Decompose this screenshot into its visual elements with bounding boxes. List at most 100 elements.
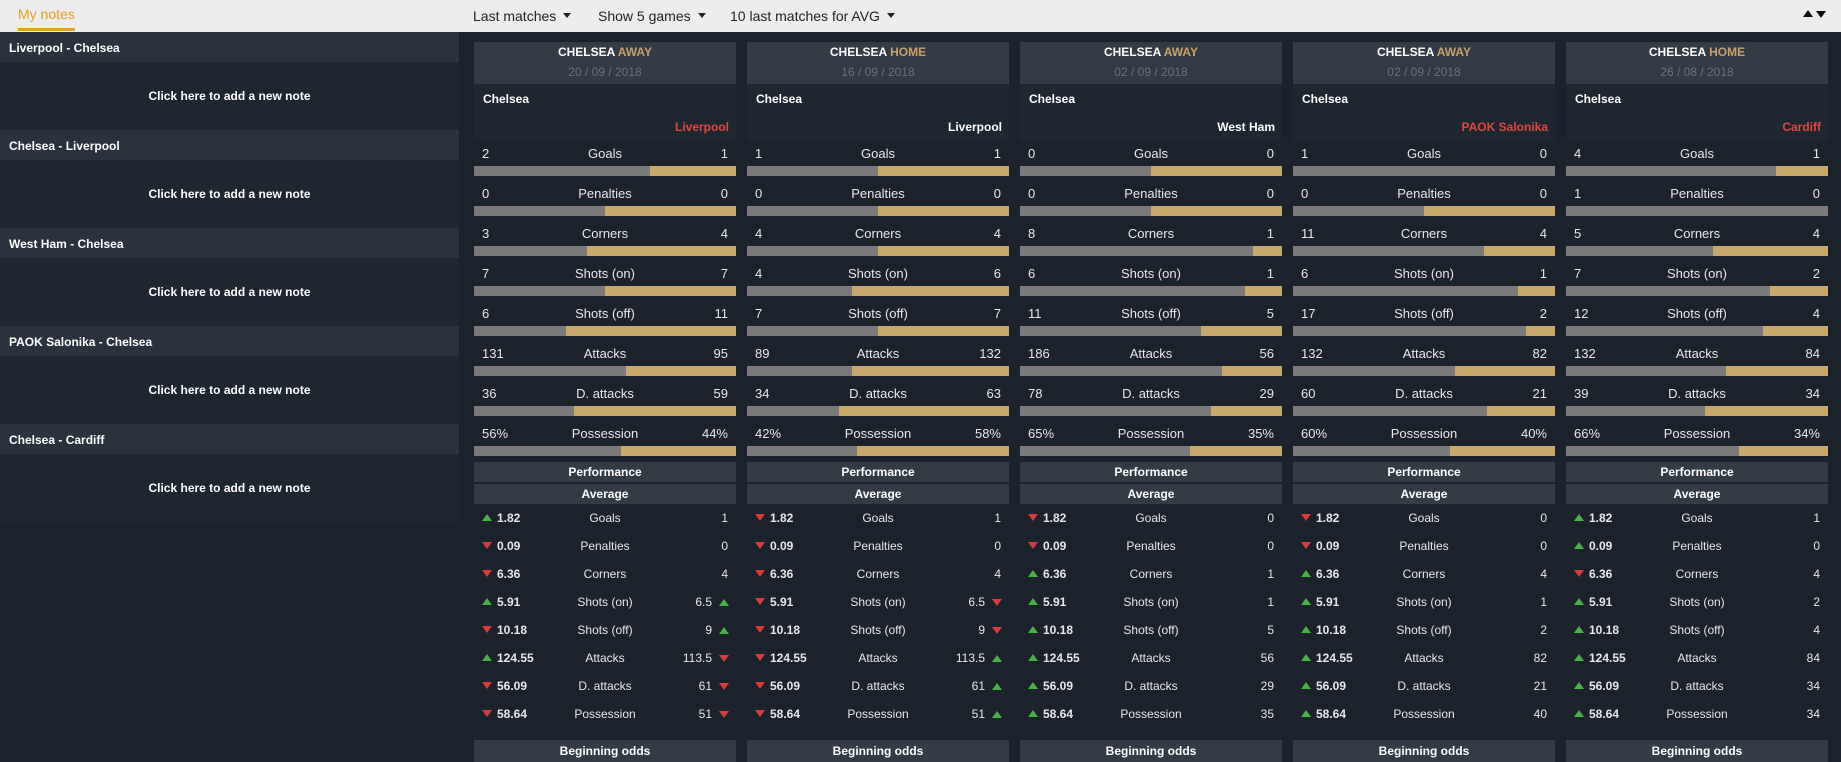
average-label: D. attacks	[1124, 679, 1178, 693]
tab-my-notes[interactable]: My notes	[18, 6, 75, 31]
average-value: 56.09	[1028, 679, 1073, 693]
performance-header: Performance	[1020, 462, 1282, 482]
stat-home-value: 7	[755, 306, 763, 321]
average-label: Possession	[847, 707, 909, 721]
add-note-button[interactable]: Click here to add a new note	[0, 356, 459, 424]
stat-away-value: 40%	[1520, 426, 1547, 441]
stat-away-value: 21	[1532, 386, 1547, 401]
match-value: 34	[1806, 707, 1820, 721]
triangle-down-icon	[719, 711, 729, 718]
match-header: CHELSEA AWAY	[1020, 42, 1282, 62]
performance-header: Performance	[474, 462, 736, 482]
stat-bar-away-share	[1738, 446, 1828, 456]
average-row: 5.91 Shots (on) 1	[1293, 590, 1555, 618]
stat-bar	[474, 166, 736, 176]
stat-bar	[1293, 246, 1555, 256]
average-number: 5.91	[497, 595, 521, 609]
average-number: 5.91	[1589, 595, 1613, 609]
stat-bar	[747, 366, 1009, 376]
performance-header: Performance	[1293, 462, 1555, 482]
average-row: 124.55 Attacks 113.5	[474, 646, 736, 674]
add-note-button[interactable]: Click here to add a new note	[0, 62, 459, 130]
stat-away-value: 132	[979, 346, 1001, 361]
average-number: 6.36	[1316, 567, 1340, 581]
stat-row: 7 Shots (off) 7	[747, 300, 1009, 340]
average-label: Shots (on)	[1123, 595, 1179, 609]
average-row: 124.55 Attacks 82	[1293, 646, 1555, 674]
match-date: 02 / 09 / 2018	[1020, 62, 1282, 84]
stat-row: 36 D. attacks 59	[474, 380, 736, 420]
match-value: 51	[698, 707, 712, 721]
note-match-title: Liverpool - Chelsea	[0, 32, 459, 62]
average-value: 10.18	[482, 623, 527, 637]
show-games-dropdown[interactable]: Show 5 games	[598, 8, 706, 24]
last-matches-dropdown[interactable]: Last matches	[473, 8, 572, 24]
match-header: CHELSEA AWAY	[474, 42, 736, 62]
stat-row: 78 D. attacks 29	[1020, 380, 1282, 420]
stat-bar-away-share	[605, 286, 736, 296]
stat-row: 42% Possession 58%	[747, 420, 1009, 460]
away-team: PAOK Salonika	[1461, 120, 1548, 134]
match-value: 4	[1813, 567, 1820, 581]
note-match-title: PAOK Salonika - Chelsea	[0, 326, 459, 356]
match-value: 6.5	[695, 595, 712, 609]
match-value: 0	[721, 539, 728, 553]
match-value: 9	[978, 623, 985, 637]
match-value: 0	[1813, 539, 1820, 553]
add-note-button[interactable]: Click here to add a new note	[0, 258, 459, 326]
match-value: 40	[1533, 707, 1547, 721]
stat-away-value: 0	[1266, 146, 1274, 161]
match-date: 16 / 09 / 2018	[747, 62, 1009, 84]
home-team: Chelsea	[1302, 92, 1349, 106]
stat-home-value: 89	[755, 346, 770, 361]
triangle-up-icon	[1301, 682, 1311, 689]
average-number: 1.82	[1589, 511, 1613, 525]
stat-row: 60 D. attacks 21	[1293, 380, 1555, 420]
stat-bar	[1566, 166, 1828, 176]
add-note-button[interactable]: Click here to add a new note	[0, 160, 459, 228]
home-team: Chelsea	[483, 92, 530, 106]
average-value: 0.09	[482, 539, 520, 553]
add-note-button[interactable]: Click here to add a new note	[0, 454, 459, 522]
stat-bar-away-share	[878, 326, 1009, 336]
average-value: 1.82	[755, 511, 793, 525]
venue-label: HOME	[890, 45, 927, 59]
average-value: 5.91	[1028, 595, 1066, 609]
average-row: 10.18 Shots (off) 5	[1020, 618, 1282, 646]
stat-away-value: 0	[1539, 186, 1547, 201]
average-number: 1.82	[770, 511, 794, 525]
triangle-up-icon	[1301, 654, 1311, 661]
stat-row: 4 Corners 4	[747, 220, 1009, 260]
average-label: Shots (off)	[850, 623, 906, 637]
home-team: Chelsea	[1575, 92, 1622, 106]
average-value: 1.82	[482, 511, 520, 525]
avg-matches-dropdown[interactable]: 10 last matches for AVG	[730, 8, 895, 24]
stat-bar	[1020, 166, 1282, 176]
average-number: 5.91	[1043, 595, 1067, 609]
stat-away-value: 59	[713, 386, 728, 401]
away-team: Liverpool	[674, 120, 729, 134]
average-number: 56.09	[1316, 679, 1347, 693]
match-value: 4	[1813, 623, 1820, 637]
average-label: Corners	[583, 567, 627, 581]
stat-away-value: 44%	[701, 426, 728, 441]
collapse-toggle[interactable]	[1803, 9, 1827, 23]
stat-home-value: 65%	[1028, 426, 1055, 441]
stat-home-value: 42%	[755, 426, 782, 441]
average-value: 124.55	[1574, 651, 1626, 665]
match-date: 26 / 08 / 2018	[1566, 62, 1828, 84]
stat-home-value: 6	[1028, 266, 1036, 281]
triangle-up-icon	[1574, 710, 1584, 717]
stat-bar	[1293, 286, 1555, 296]
match-value: 1	[1267, 567, 1274, 581]
stat-bar	[474, 286, 736, 296]
average-number: 6.36	[497, 567, 521, 581]
average-row: 5.91 Shots (on) 1	[1020, 590, 1282, 618]
triangle-down-icon	[1028, 514, 1038, 521]
average-row: 58.64 Possession 35	[1020, 702, 1282, 730]
stat-row: 0 Penalties 0	[1293, 180, 1555, 220]
average-label: Goals	[1135, 511, 1167, 525]
stat-bar	[1293, 406, 1555, 416]
stat-row: 5 Corners 4	[1566, 220, 1828, 260]
triangle-down-icon	[482, 626, 492, 633]
